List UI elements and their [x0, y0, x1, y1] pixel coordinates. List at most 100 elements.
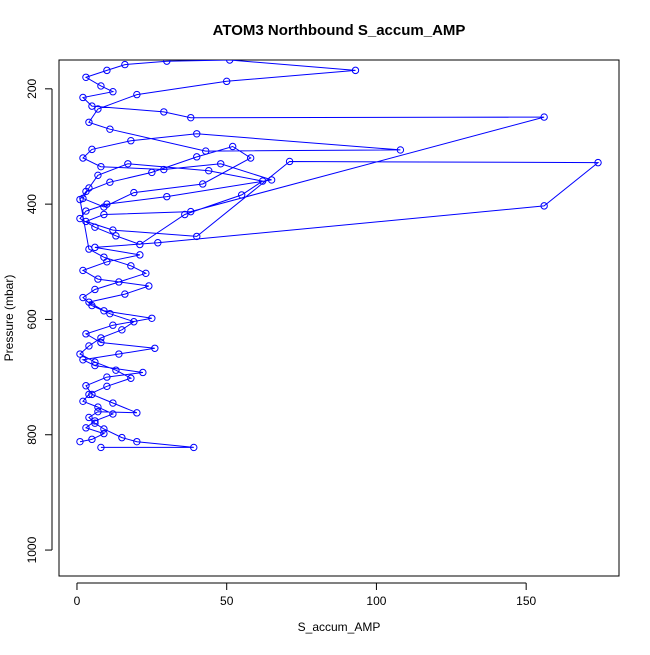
- data-point: [148, 314, 156, 322]
- data-point: [91, 223, 99, 231]
- y-axis-label: Pressure (mbar): [2, 275, 16, 362]
- data-point: [94, 171, 102, 180]
- data-point: [85, 413, 93, 422]
- data-point: [91, 361, 99, 370]
- data-point: [97, 338, 105, 347]
- data-point: [109, 226, 117, 234]
- data-point: [91, 419, 99, 427]
- data-point: [133, 437, 141, 446]
- data-point: [100, 203, 108, 211]
- series-layer: [76, 60, 602, 452]
- data-point: [396, 146, 405, 154]
- data-point: [82, 424, 90, 432]
- data-point: [187, 113, 195, 122]
- data-point: [85, 390, 93, 399]
- data-point: [91, 417, 99, 425]
- data-point: [82, 382, 90, 390]
- data-point: [88, 435, 96, 444]
- data-point: [130, 188, 138, 197]
- x-tick-label: 0: [74, 594, 81, 608]
- data-point: [160, 165, 168, 174]
- data-point: [205, 166, 213, 175]
- data-point: [163, 192, 171, 201]
- data-point: [85, 245, 93, 253]
- series-line: [79, 60, 600, 448]
- y-tick-label: 800: [25, 424, 39, 444]
- data-point: [142, 269, 150, 278]
- data-point: [94, 105, 102, 113]
- data-point: [94, 403, 102, 411]
- data-point: [136, 240, 144, 249]
- data-point: [540, 113, 548, 121]
- y-tick-label: 400: [25, 194, 39, 214]
- data-point: [106, 309, 114, 318]
- data-point: [118, 326, 126, 334]
- data-point: [351, 66, 360, 75]
- data-point: [127, 262, 135, 270]
- data-point: [100, 429, 108, 438]
- y-axis: 200 400 600 800 1000: [25, 78, 53, 563]
- data-point: [163, 60, 171, 65]
- data-point: [193, 232, 201, 241]
- data-point: [190, 443, 198, 452]
- data-point: [79, 293, 87, 302]
- data-point: [112, 232, 120, 240]
- chart-title: ATOM3 Northbound S_accum_AMP: [213, 22, 466, 39]
- data-point: [88, 145, 96, 154]
- data-point: [139, 368, 147, 377]
- data-point: [109, 321, 117, 329]
- data-point: [82, 207, 90, 215]
- data-point: [187, 207, 195, 216]
- x-tick-label: 150: [516, 594, 536, 608]
- x-tick-label: 100: [366, 594, 386, 608]
- y-tick-label: 600: [25, 309, 39, 329]
- data-point: [103, 373, 111, 381]
- data-point: [112, 366, 120, 374]
- data-point: [594, 158, 602, 167]
- data-point: [85, 342, 93, 350]
- data-point: [100, 210, 108, 219]
- data-point: [267, 176, 276, 184]
- data-point: [127, 374, 135, 382]
- data-point: [225, 60, 234, 64]
- data-point: [115, 350, 123, 358]
- data-point: [76, 350, 84, 358]
- data-point: [88, 301, 96, 310]
- data-point: [127, 137, 135, 145]
- data-point: [76, 437, 84, 446]
- data-point: [88, 102, 96, 110]
- data-point: [154, 239, 162, 247]
- data-point: [82, 73, 90, 81]
- data-point: [82, 217, 90, 226]
- data-point: [97, 162, 105, 171]
- data-point: [82, 330, 90, 338]
- data-point: [97, 82, 105, 90]
- data-point: [79, 356, 87, 364]
- data-point: [136, 251, 144, 259]
- data-point: [106, 125, 114, 133]
- data-point: [100, 253, 108, 261]
- data-point: [151, 344, 159, 352]
- data-point: [193, 130, 201, 138]
- data-point: [202, 147, 210, 155]
- data-point: [103, 66, 111, 75]
- data-point: [79, 154, 87, 162]
- data-point: [118, 433, 126, 442]
- data-point: [199, 180, 207, 188]
- x-axis: 0 50 100 150: [74, 582, 536, 608]
- data-point: [91, 285, 99, 294]
- data-point: [115, 278, 123, 286]
- data-point: [109, 88, 117, 96]
- data-point: [160, 108, 168, 116]
- data-point: [76, 195, 84, 204]
- data-point: [88, 390, 96, 399]
- x-axis-label: S_accum_AMP: [298, 620, 381, 634]
- y-tick-label: 1000: [25, 536, 39, 563]
- data-point: [246, 154, 255, 162]
- data-point: [121, 60, 129, 69]
- data-point: [145, 282, 153, 290]
- data-point: [100, 307, 108, 315]
- data-point: [133, 90, 141, 99]
- data-point: [540, 202, 548, 210]
